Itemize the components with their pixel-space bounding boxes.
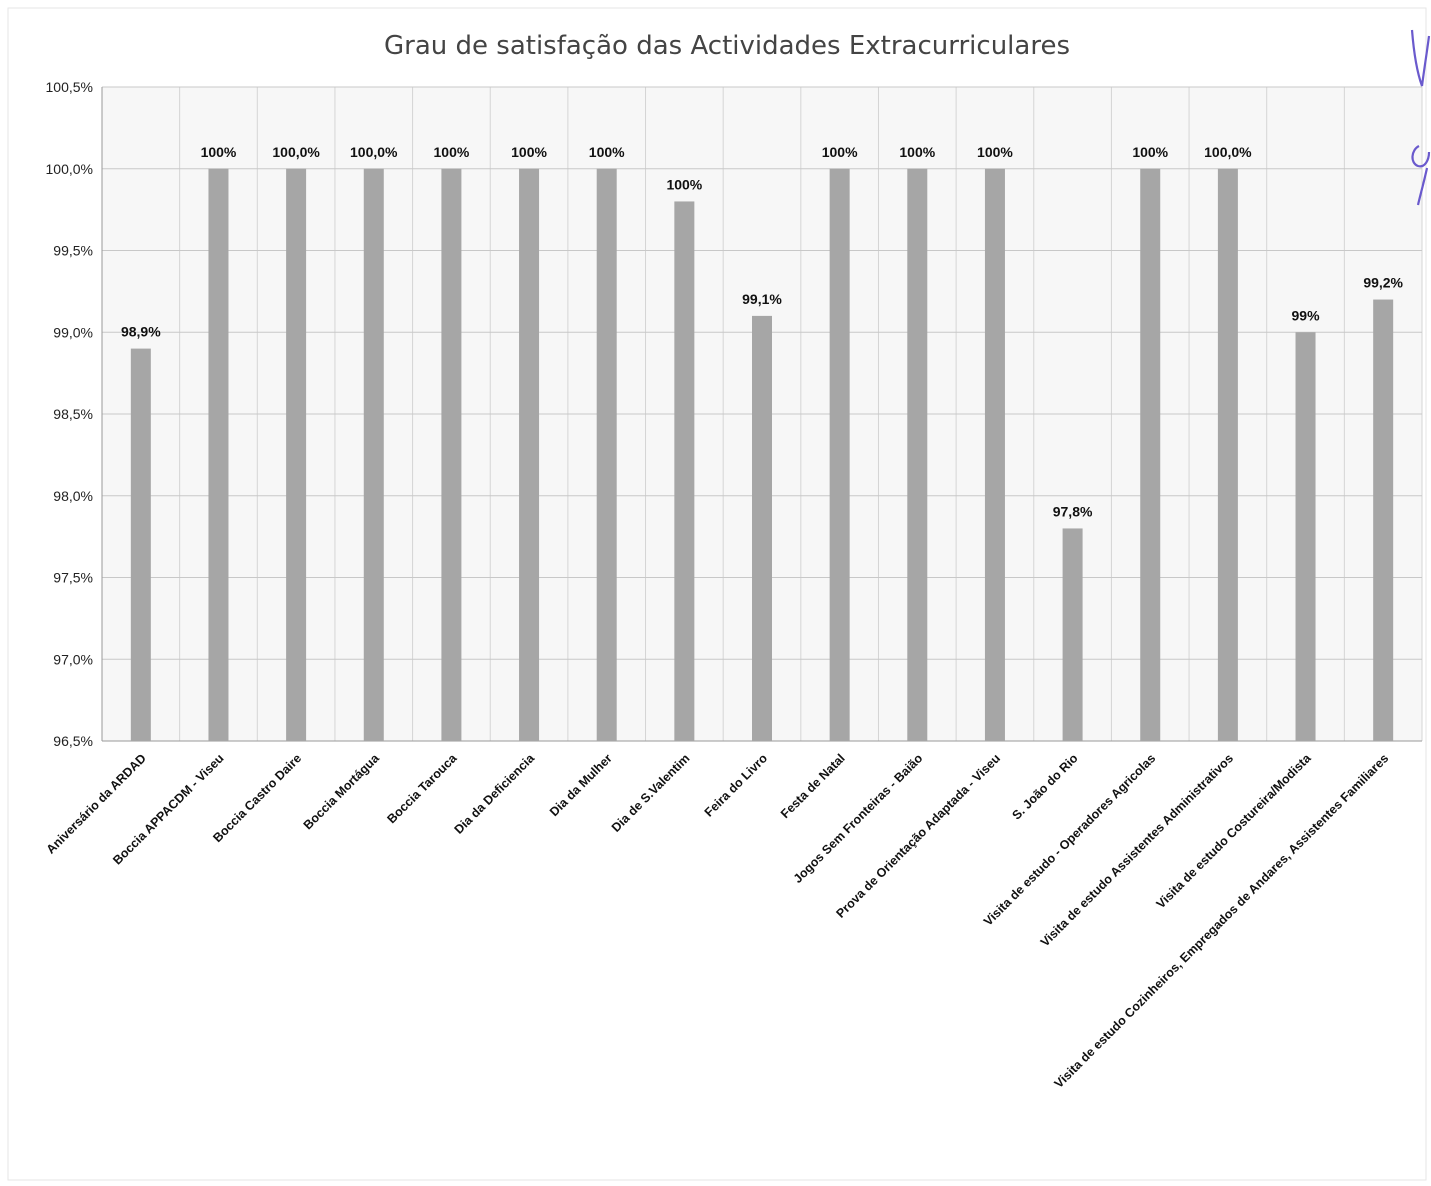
bar <box>1062 528 1083 741</box>
bar <box>1373 299 1394 741</box>
x-tick-label: Boccia Castro Daire <box>210 751 304 845</box>
data-label: 100,0% <box>1204 144 1252 160</box>
data-label: 100,0% <box>272 144 320 160</box>
data-label: 97,8% <box>1053 503 1093 519</box>
bar <box>130 348 151 741</box>
bar <box>1295 332 1316 741</box>
chart-frame <box>7 7 1427 1181</box>
data-label: 100% <box>589 144 625 160</box>
bar <box>907 168 928 741</box>
y-tick-label: 96,5% <box>53 733 93 749</box>
bar <box>441 168 462 741</box>
y-tick-label: 100,0% <box>46 161 93 177</box>
bar <box>286 168 307 741</box>
x-tick-label: Boccia Tarouca <box>384 750 460 826</box>
bar <box>1140 168 1161 741</box>
data-label: 100% <box>511 144 547 160</box>
data-label: 100,0% <box>350 144 398 160</box>
x-tick-label: S. João do Rio <box>1009 751 1081 823</box>
y-tick-label: 99,0% <box>53 324 93 340</box>
data-label: 99% <box>1292 307 1321 323</box>
data-label: 100% <box>977 144 1013 160</box>
y-tick-label: 100,5% <box>46 79 93 95</box>
y-tick-label: 98,5% <box>53 406 93 422</box>
x-tick-label: Visita de estudo Costureira/Modista <box>1154 750 1315 911</box>
handwritten-mark <box>1410 29 1431 206</box>
plot-area: 96,5% 97,0% 97,5% 98,0% 98,5% 99,0% 99,5% 100,0… <box>44 79 1423 1091</box>
x-tick-label: Dia de S.Valentim <box>609 751 693 835</box>
bar <box>208 168 229 741</box>
x-tick-label: Dia da Deficiencia <box>452 750 538 836</box>
x-tick-label: Festa de Natal <box>778 751 848 821</box>
y-tick-label: 97,5% <box>53 570 93 586</box>
bar <box>752 315 772 741</box>
x-tick-label: Feira do Livro <box>702 751 771 820</box>
x-tick-label: Visita de estudo - Operadores Agricolas <box>981 751 1158 928</box>
data-label: 100% <box>201 144 237 160</box>
x-tick-label: Jogos Sem Fronteiras - Baião <box>791 751 926 886</box>
chart-title: Grau de satisfação das Actividades Extra… <box>384 31 1070 61</box>
x-tick-label: Boccia Mortágua <box>301 750 383 832</box>
bar <box>674 201 695 741</box>
y-tick-label: 98,0% <box>53 488 93 504</box>
bar <box>984 168 1005 741</box>
x-tick-label: Dia da Mulher <box>547 751 615 819</box>
data-label: 100% <box>434 144 470 160</box>
data-label: 100% <box>666 176 702 192</box>
y-tick-label: 97,0% <box>53 651 93 667</box>
bar <box>519 168 540 741</box>
data-label: 99,1% <box>742 291 782 307</box>
x-tick-label: Prova de Orientação Adaptada - Viseu <box>834 751 1004 921</box>
data-label: 100% <box>1132 144 1168 160</box>
bar <box>596 168 617 741</box>
bar <box>1217 168 1238 741</box>
data-label: 100% <box>899 144 935 160</box>
bar <box>363 168 384 741</box>
bar <box>829 168 850 741</box>
y-tick-label: 99,5% <box>53 243 93 259</box>
data-label: 100% <box>822 144 858 160</box>
data-label: 98,9% <box>121 324 161 340</box>
data-label: 99,2% <box>1363 275 1403 291</box>
